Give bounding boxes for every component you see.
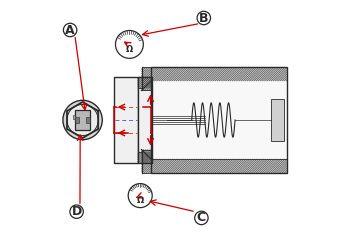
Bar	[138, 88, 152, 152]
Text: Ω: Ω	[126, 45, 133, 54]
Text: D: D	[71, 205, 82, 218]
Bar	[114, 77, 138, 163]
Bar	[75, 117, 79, 123]
Text: C: C	[197, 211, 206, 224]
Bar	[86, 117, 90, 123]
Circle shape	[63, 23, 77, 37]
Bar	[151, 67, 287, 81]
Circle shape	[116, 30, 143, 58]
Text: Ω: Ω	[136, 196, 144, 205]
Text: B: B	[199, 12, 209, 24]
Circle shape	[70, 205, 83, 218]
Bar	[75, 110, 90, 130]
Bar	[141, 67, 151, 90]
Circle shape	[195, 211, 208, 225]
Circle shape	[128, 184, 152, 208]
Bar	[141, 150, 151, 173]
Bar	[151, 81, 287, 159]
Bar	[138, 77, 152, 163]
Bar	[271, 98, 284, 142]
Text: A: A	[65, 24, 75, 36]
Bar	[151, 67, 287, 173]
Bar	[138, 77, 152, 88]
Bar	[73, 115, 75, 119]
Circle shape	[63, 100, 102, 140]
Circle shape	[67, 104, 98, 136]
Bar	[138, 152, 152, 163]
Circle shape	[197, 11, 210, 25]
Bar	[151, 159, 287, 173]
Polygon shape	[67, 102, 98, 138]
